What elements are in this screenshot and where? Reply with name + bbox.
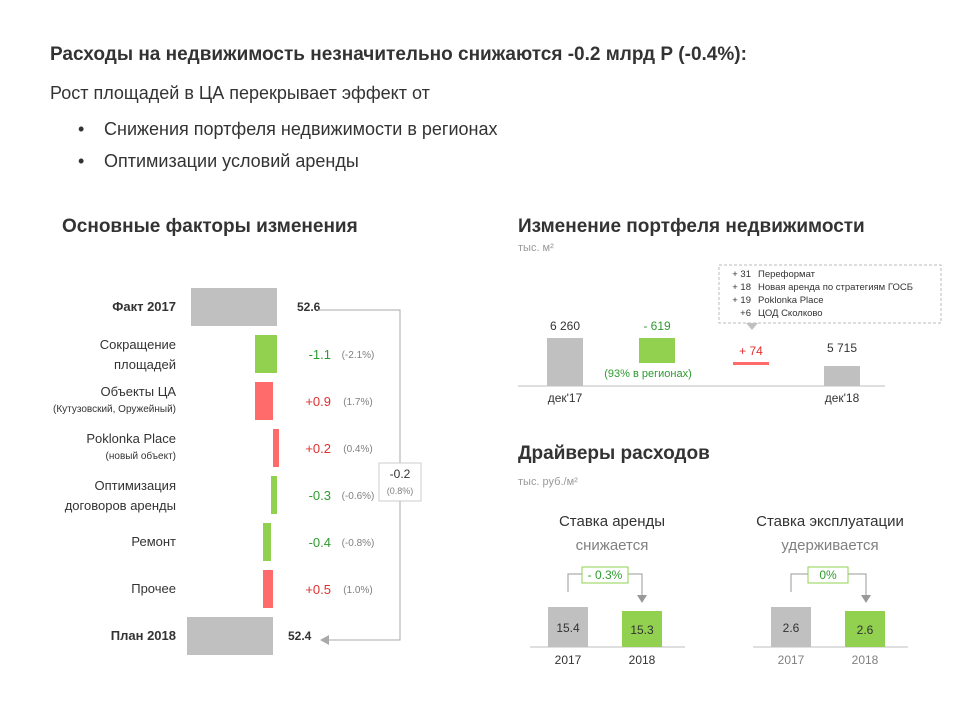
category-label: Оптимизация bbox=[94, 478, 176, 493]
driver-bar bbox=[622, 611, 662, 647]
total-value-label: 52.4 bbox=[288, 629, 312, 643]
rent-change-arrowhead bbox=[637, 595, 647, 603]
delta-pct-label: (1.0%) bbox=[343, 585, 372, 596]
portfolio-category-label: дек'18 bbox=[825, 391, 860, 405]
driver-category-label: 2017 bbox=[778, 653, 805, 667]
portfolio-value-label: 6 260 bbox=[550, 319, 580, 333]
drivers-unit: тыс. руб./м² bbox=[518, 476, 578, 488]
ops-chart: 0% 2.6 2017 2.6 2018 bbox=[753, 566, 908, 667]
rent-change-box bbox=[581, 566, 629, 584]
delta-pct-label: (1.7%) bbox=[343, 397, 372, 408]
driver-bar bbox=[771, 607, 811, 647]
rent-subtitle: снижается bbox=[575, 537, 649, 554]
delta-bar bbox=[273, 429, 279, 467]
ops-change-value: 0% bbox=[819, 568, 837, 582]
callout-value: + 19 bbox=[732, 295, 751, 306]
delta-value-label: -1.1 bbox=[309, 347, 331, 362]
portfolio-category-label: дек'17 bbox=[548, 391, 583, 405]
ops-subtitle: удерживается bbox=[781, 537, 879, 554]
category-label: Прочее bbox=[131, 581, 176, 596]
driver-value-label: 15.3 bbox=[630, 623, 654, 637]
category-label: договоров аренды bbox=[65, 498, 176, 513]
total-change-value: -0.2 bbox=[390, 467, 411, 481]
portfolio-chart: 6 260 - 619 + 74 5 715 дек'17 дек'18 (93% в р… bbox=[518, 264, 942, 405]
driver-value-label: 2.6 bbox=[857, 623, 874, 637]
portfolio-bar-total bbox=[824, 366, 860, 386]
callout-label: Переформат bbox=[758, 269, 816, 280]
driver-bar bbox=[548, 607, 588, 647]
portfolio-value-label: 5 715 bbox=[827, 341, 857, 355]
delta-value-label: -0.3 bbox=[309, 488, 331, 503]
drivers-title: Драйверы расходов bbox=[518, 443, 710, 464]
driver-category-label: 2018 bbox=[629, 653, 656, 667]
category-label: Poklonka Place bbox=[86, 431, 176, 446]
category-sublabel: (Кутузовский, Оружейный) bbox=[53, 404, 176, 415]
total-change-box bbox=[378, 462, 422, 502]
category-label: Факт 2017 bbox=[112, 299, 176, 314]
portfolio-value-label: + 74 bbox=[739, 344, 763, 358]
portfolio-callout-box bbox=[718, 264, 942, 324]
headline: Расходы на недвижимость незначительно сн… bbox=[50, 44, 747, 65]
total-value-label: 52.6 bbox=[297, 300, 321, 314]
callout-value: + 18 bbox=[732, 282, 751, 293]
driver-bar bbox=[845, 611, 885, 647]
factors-title: Основные факторы изменения bbox=[62, 216, 358, 237]
callout-label: Poklonka Place bbox=[758, 295, 823, 306]
bullet-item: • Оптимизации условий аренды bbox=[78, 151, 359, 172]
callout-value: +6 bbox=[740, 308, 751, 319]
ops-change-arrowhead bbox=[861, 595, 871, 603]
delta-bar bbox=[255, 382, 273, 420]
category-label: Ремонт bbox=[131, 534, 176, 549]
driver-value-label: 15.4 bbox=[556, 621, 580, 635]
bullet-dot: • bbox=[78, 119, 85, 139]
driver-value-label: 2.6 bbox=[783, 621, 800, 635]
factors-chart: Факт 2017 52.6 Сокращение площадей -1.1 (-2.1… bbox=[53, 288, 422, 655]
portfolio-bar-delta bbox=[733, 362, 769, 365]
portfolio-note: (93% в регионах) bbox=[604, 368, 692, 380]
callout-label: Новая аренда по стратегиям ГОСБ bbox=[758, 282, 913, 293]
delta-bar bbox=[263, 523, 271, 561]
delta-pct-label: (-0.6%) bbox=[342, 491, 375, 502]
delta-bar bbox=[263, 570, 273, 608]
total-bar bbox=[187, 617, 273, 655]
delta-bar bbox=[271, 476, 277, 514]
total-bracket-arrowhead bbox=[320, 635, 329, 645]
driver-category-label: 2018 bbox=[852, 653, 879, 667]
delta-value-label: -0.4 bbox=[309, 535, 331, 550]
ops-change-box bbox=[807, 566, 849, 584]
bullet-dot: • bbox=[78, 151, 85, 171]
delta-pct-label: (0.4%) bbox=[343, 444, 372, 455]
portfolio-title: Изменение портфеля недвижимости bbox=[518, 216, 865, 237]
subline: Рост площадей в ЦА перекрывает эффект от bbox=[50, 83, 430, 103]
delta-pct-label: (-2.1%) bbox=[342, 350, 375, 361]
delta-value-label: +0.5 bbox=[305, 582, 331, 597]
callout-label: ЦОД Сколково bbox=[758, 308, 823, 319]
bullet-item: • Снижения портфеля недвижимости в регион… bbox=[78, 119, 498, 140]
total-bar bbox=[191, 288, 277, 326]
ops-title: Ставка эксплуатации bbox=[756, 513, 904, 530]
callout-pointer bbox=[746, 323, 758, 330]
delta-pct-label: (-0.8%) bbox=[342, 538, 375, 549]
callout-value: + 31 bbox=[732, 269, 751, 280]
delta-value-label: +0.9 bbox=[305, 394, 331, 409]
bullet-text: Снижения портфеля недвижимости в региона… bbox=[104, 119, 498, 139]
driver-category-label: 2017 bbox=[555, 653, 582, 667]
category-label: Объекты ЦА bbox=[100, 384, 176, 399]
portfolio-unit: тыс. м² bbox=[518, 242, 554, 254]
portfolio-bar-total bbox=[547, 338, 583, 386]
rent-chart: - 0.3% 15.4 2017 15.3 2018 bbox=[530, 566, 685, 667]
delta-bar bbox=[255, 335, 277, 373]
delta-value-label: +0.2 bbox=[305, 441, 331, 456]
portfolio-value-label: - 619 bbox=[643, 319, 671, 333]
category-label: площадей bbox=[114, 357, 176, 372]
rent-change-value: - 0.3% bbox=[588, 568, 623, 582]
rent-title: Ставка аренды bbox=[558, 513, 666, 530]
category-label: Сокращение bbox=[100, 337, 176, 352]
bullet-text: Оптимизации условий аренды bbox=[104, 151, 359, 171]
total-change-pct: (0.8%) bbox=[387, 486, 414, 496]
category-label: План 2018 bbox=[111, 628, 176, 643]
portfolio-bar-delta bbox=[639, 338, 675, 363]
category-sublabel: (новый объект) bbox=[106, 450, 176, 462]
